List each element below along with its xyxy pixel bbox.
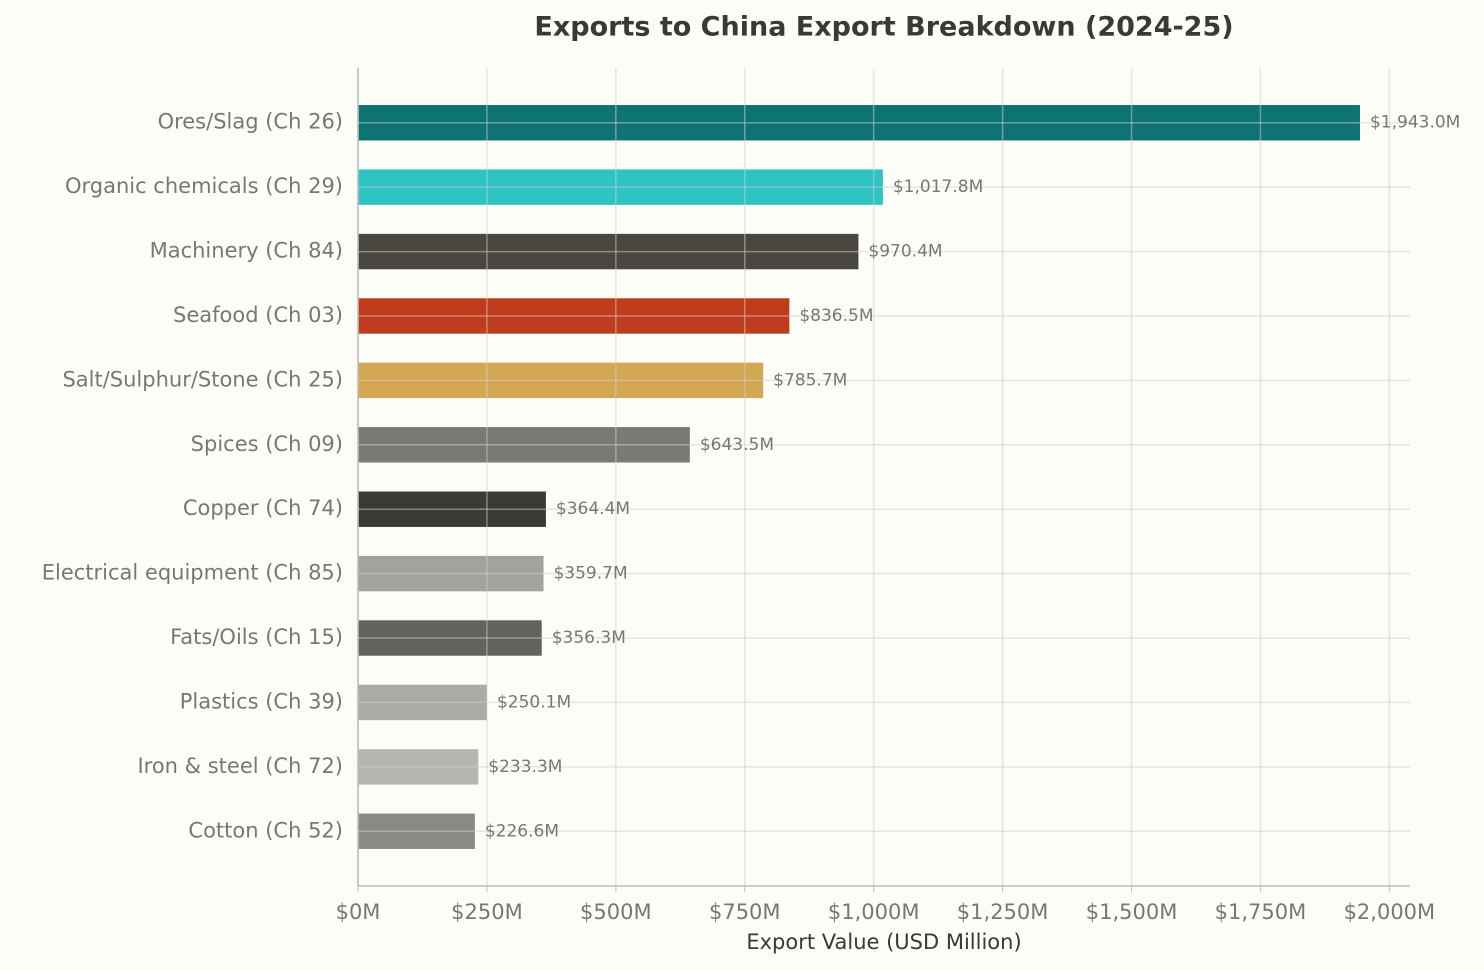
chart-title: Exports to China Export Breakdown (2024-… (534, 12, 1233, 43)
value-label: $233.3M (488, 757, 562, 777)
value-label: $836.5M (799, 306, 873, 326)
value-label: $1,017.8M (893, 177, 983, 197)
y-tick-label: Salt/Sulphur/Stone (Ch 25) (62, 367, 343, 391)
value-label: $785.7M (773, 370, 847, 390)
y-tick-label: Iron & steel (Ch 72) (137, 754, 343, 778)
value-label: $643.5M (700, 435, 774, 455)
x-tick-label: $1,000M (828, 900, 920, 924)
value-label: $359.7M (553, 564, 627, 584)
x-tick-label: $0M (336, 900, 381, 924)
x-tick-label: $1,250M (957, 900, 1049, 924)
x-tick-label: $1,750M (1215, 900, 1307, 924)
x-tick-label: $1,500M (1086, 900, 1178, 924)
y-tick-label: Plastics (Ch 39) (180, 689, 343, 713)
y-tick-label: Cotton (Ch 52) (188, 818, 343, 842)
y-tick-label: Ores/Slag (Ch 26) (158, 110, 343, 134)
x-tick-label: $500M (580, 900, 652, 924)
y-tick-label: Organic chemicals (Ch 29) (65, 174, 343, 198)
y-tick-label: Spices (Ch 09) (191, 432, 343, 456)
x-tick-label: $750M (709, 900, 781, 924)
x-tick-label: $2,000M (1344, 900, 1436, 924)
value-label: $1,943.0M (1370, 113, 1460, 133)
y-tick-label: Seafood (Ch 03) (173, 303, 343, 327)
y-tick-label: Machinery (Ch 84) (150, 239, 343, 263)
value-label: $364.4M (556, 499, 630, 519)
y-tick-label: Fats/Oils (Ch 15) (170, 625, 343, 649)
value-label: $226.6M (485, 821, 559, 841)
x-axis-label: Export Value (USD Million) (746, 930, 1021, 954)
y-tick-label: Electrical equipment (Ch 85) (42, 561, 343, 585)
y-tick-label: Copper (Ch 74) (183, 496, 343, 520)
value-label: $356.3M (552, 628, 626, 648)
x-tick-label: $250M (451, 900, 523, 924)
value-label: $970.4M (868, 242, 942, 262)
value-label: $250.1M (497, 692, 571, 712)
